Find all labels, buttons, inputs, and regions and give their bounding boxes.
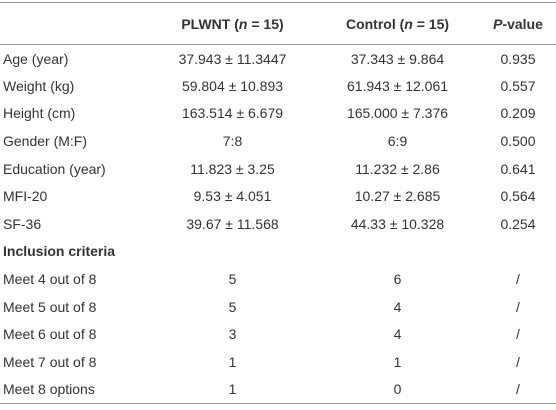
data-row: Meet 4 out of 8 5 6 / bbox=[0, 265, 556, 293]
table-body: Age (year) 37.943 ± 11.3447 37.343 ± 9.864… bbox=[0, 45, 556, 404]
row-label: Meet 8 options bbox=[3, 381, 95, 398]
data-row: Height (cm) 163.514 ± 6.679 165.000 ± 7.37… bbox=[0, 100, 556, 128]
data-row: Meet 8 options 1 0 / bbox=[0, 376, 556, 404]
header-text: Control ( bbox=[345, 15, 405, 32]
row-label: Meet 5 out of 8 bbox=[3, 298, 97, 315]
data-row: Gender (M:F) 7:8 6:9 0.500 bbox=[0, 127, 556, 155]
data-row: MFI-20 9.53 ± 4.051 10.27 ± 2.685 0.564 bbox=[0, 182, 556, 210]
cell: / bbox=[516, 326, 520, 343]
cell: 44.33 ± 10.328 bbox=[350, 215, 445, 232]
cell: 0.564 bbox=[500, 188, 536, 205]
cell: 37.943 ± 11.3447 bbox=[178, 50, 287, 67]
header-text: = 15) bbox=[412, 15, 450, 32]
data-row: Age (year) 37.943 ± 11.3447 37.343 ± 9.864… bbox=[0, 45, 556, 73]
cell: 7:8 bbox=[222, 133, 243, 150]
cell: 61.943 ± 12.061 bbox=[346, 77, 449, 94]
row-label: Meet 4 out of 8 bbox=[3, 271, 97, 288]
header-cell: P-value bbox=[480, 3, 556, 45]
cell: / bbox=[516, 271, 520, 288]
row-label: Weight (kg) bbox=[3, 77, 75, 94]
header-text: -value bbox=[502, 15, 543, 32]
cell: 0.254 bbox=[500, 215, 536, 232]
cell: 11.823 ± 3.25 bbox=[190, 160, 275, 177]
cell: / bbox=[516, 353, 520, 370]
row-label: SF-36 bbox=[3, 215, 42, 232]
cell: 1 bbox=[393, 353, 402, 370]
header-symbol: n bbox=[238, 15, 248, 32]
cell: 165.000 ± 7.376 bbox=[346, 105, 449, 122]
table-header: PLWNT (n = 15) Control (n = 15) P-value bbox=[0, 2, 556, 45]
cell: 39.67 ± 11.568 bbox=[186, 215, 279, 232]
cell: 10.27 ± 2.685 bbox=[354, 188, 441, 205]
cell: 3 bbox=[228, 326, 237, 343]
data-row: Weight (kg) 59.804 ± 10.893 61.943 ± 12.06… bbox=[0, 72, 556, 100]
data-row: SF-36 39.67 ± 11.568 44.33 ± 10.328 0.254 bbox=[0, 210, 556, 238]
row-label: Height (cm) bbox=[3, 105, 76, 122]
row-label: MFI-20 bbox=[3, 188, 48, 205]
cell: 5 bbox=[228, 271, 237, 288]
cell: 0.500 bbox=[500, 133, 536, 150]
cell: 4 bbox=[393, 298, 402, 315]
cell: 0 bbox=[393, 381, 402, 398]
data-row: Meet 7 out of 8 1 1 / bbox=[0, 348, 556, 376]
cell: 9.53 ± 4.051 bbox=[193, 188, 272, 205]
data-row: Meet 5 out of 8 5 4 / bbox=[0, 293, 556, 321]
row-label: Meet 7 out of 8 bbox=[3, 353, 97, 370]
header-cell: PLWNT (n = 15) bbox=[150, 3, 315, 45]
cell: 163.514 ± 6.679 bbox=[181, 105, 284, 122]
cell: 1 bbox=[228, 353, 237, 370]
header-text: = 15) bbox=[247, 15, 284, 32]
header-cell bbox=[0, 3, 150, 45]
cell: 0.557 bbox=[500, 77, 536, 94]
header-symbol: n bbox=[404, 15, 413, 32]
cell: 4 bbox=[393, 326, 402, 343]
cell: 1 bbox=[228, 381, 237, 398]
cell: 59.804 ± 10.893 bbox=[181, 77, 284, 94]
header-cell: Control (n = 15) bbox=[315, 3, 480, 45]
cell: 5 bbox=[228, 298, 237, 315]
cell: 0.935 bbox=[500, 50, 536, 67]
cell: / bbox=[516, 381, 520, 398]
section-row: Inclusion criteria bbox=[0, 238, 556, 266]
cell: 6 bbox=[393, 271, 402, 288]
cell: 6:9 bbox=[387, 133, 408, 150]
cell: 0.209 bbox=[500, 105, 536, 122]
row-label: Education (year) bbox=[3, 160, 106, 177]
header-symbol: P bbox=[493, 15, 503, 32]
row-label: Age (year) bbox=[3, 50, 69, 67]
cell: 11.232 ± 2.86 bbox=[355, 160, 440, 177]
cell: 37.343 ± 9.864 bbox=[350, 50, 445, 67]
row-label: Inclusion criteria bbox=[3, 243, 116, 260]
cell: / bbox=[516, 298, 520, 315]
row-label: Meet 6 out of 8 bbox=[3, 326, 97, 343]
data-row: Education (year) 11.823 ± 3.25 11.232 ± 2.… bbox=[0, 155, 556, 183]
header-text: PLWNT ( bbox=[181, 15, 239, 32]
data-row: Meet 6 out of 8 3 4 / bbox=[0, 320, 556, 348]
row-label: Gender (M:F) bbox=[3, 133, 88, 150]
header-row: PLWNT (n = 15) Control (n = 15) P-value bbox=[0, 2, 556, 45]
cell: 0.641 bbox=[500, 160, 536, 177]
